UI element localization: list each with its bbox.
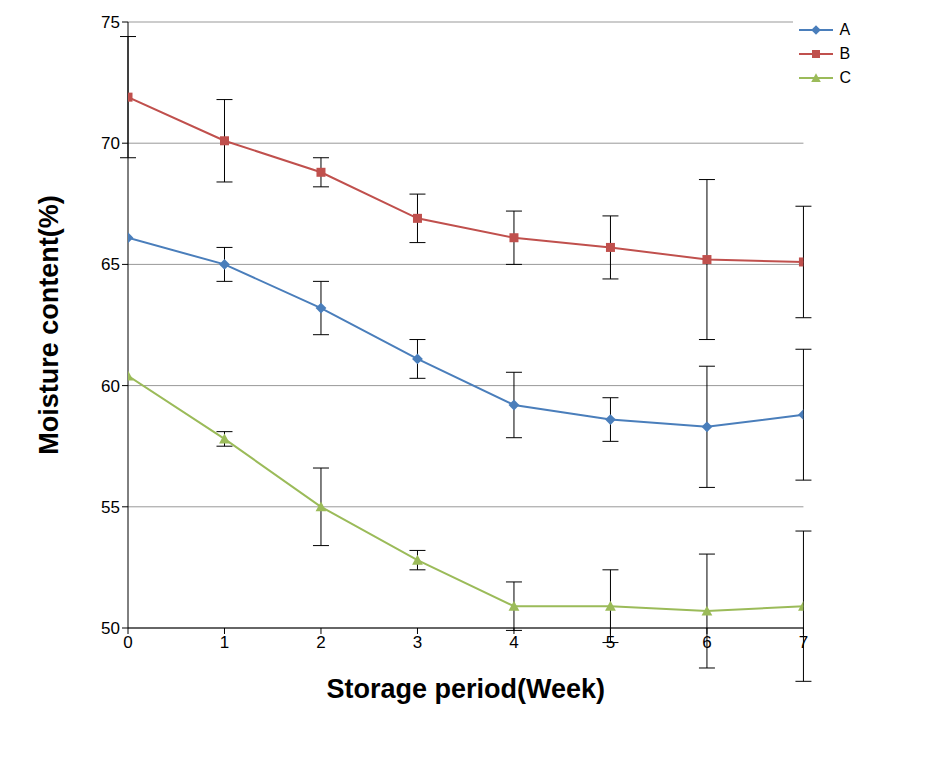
svg-text:6: 6 xyxy=(702,633,711,652)
html-text:B: B xyxy=(839,45,851,62)
svg-text:7: 7 xyxy=(799,633,808,652)
svg-text:65: 65 xyxy=(101,255,120,274)
svg-text:75: 75 xyxy=(101,13,120,32)
svg-text:1: 1 xyxy=(220,633,229,652)
html-text:A: A xyxy=(839,21,851,38)
svg-text:4: 4 xyxy=(509,633,518,652)
svg-text:55: 55 xyxy=(101,498,120,517)
svg-text:3: 3 xyxy=(413,633,422,652)
svg-text:5: 5 xyxy=(606,633,615,652)
svg-text:2: 2 xyxy=(316,633,325,652)
svg-text:60: 60 xyxy=(101,377,120,396)
svg-text:Storage period(Week): Storage period(Week) xyxy=(326,674,605,704)
html-text:C: C xyxy=(839,69,851,86)
svg-text:Moisture content(%): Moisture content(%) xyxy=(34,195,64,455)
svg-text:50: 50 xyxy=(101,619,120,638)
svg-text:0: 0 xyxy=(123,633,132,652)
svg-text:70: 70 xyxy=(101,134,120,153)
